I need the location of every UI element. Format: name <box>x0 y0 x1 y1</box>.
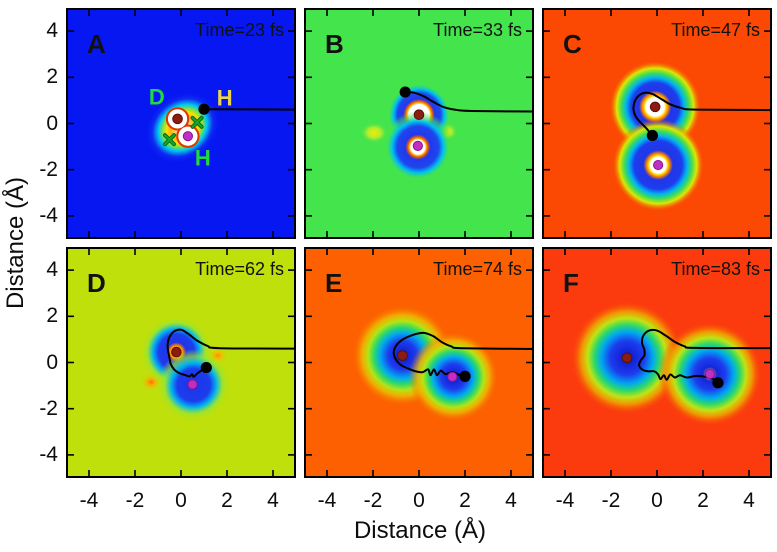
x-tick-label: 2 <box>697 489 709 512</box>
deuterium-nucleus-dot <box>397 350 408 361</box>
time-label: Time=47 fs <box>671 20 760 40</box>
proton-trajectory <box>638 328 772 383</box>
panel-letter: F <box>563 268 579 298</box>
panel-frame <box>66 247 296 478</box>
x-tick-label: -2 <box>363 489 383 512</box>
panel-frame <box>542 8 772 239</box>
y-tick-label: 2 <box>46 65 58 89</box>
y-axis-title: Distance (Å) <box>2 176 29 310</box>
panel-B: B Time=33 fs <box>304 8 534 239</box>
panel-frame <box>304 247 534 478</box>
hydrogen-nucleus-dot <box>182 131 194 142</box>
x-axis-title: Distance (Å) <box>353 517 487 544</box>
classical-proton-dot <box>399 86 411 98</box>
x-tick-label: 4 <box>743 489 755 512</box>
classical-proton-dot <box>198 103 210 115</box>
panel-D: D Time=62 fs <box>66 247 296 478</box>
x-tick-label: 4 <box>267 489 279 512</box>
x-tick-label: -4 <box>317 489 337 512</box>
x-tick-label: 2 <box>221 489 233 512</box>
tick-marks <box>305 248 533 477</box>
deuterium-nucleus-dot <box>649 101 661 113</box>
y-tick-label: 0 <box>46 350 58 374</box>
deuterium-nucleus-dot <box>413 109 425 121</box>
tick-marks <box>305 9 533 238</box>
cross-marker <box>163 133 176 147</box>
hydrogen-nucleus-dot <box>412 140 423 152</box>
time-label: Time=83 fs <box>671 259 760 279</box>
x-tick-label: 0 <box>413 489 425 512</box>
y-tick-label: -2 <box>39 157 58 181</box>
x-tick-label: 4 <box>505 489 517 512</box>
x-tick-label: 2 <box>459 489 471 512</box>
tick-marks <box>543 9 771 238</box>
classical-proton-dot <box>459 370 471 382</box>
proton-trajectory <box>405 91 534 113</box>
panel-frame <box>542 247 772 478</box>
y-tick-label: 2 <box>46 304 58 328</box>
density-blob <box>360 122 388 144</box>
deuterium-nucleus-dot <box>621 352 633 364</box>
y-tick-label: -2 <box>39 396 58 420</box>
panel-letter: A <box>87 29 106 59</box>
deuterium-nucleus-dot <box>172 113 183 125</box>
panel-letter: B <box>325 29 344 59</box>
panel-letter: E <box>325 268 342 298</box>
cross-marker <box>190 115 204 129</box>
panel-letter: C <box>563 29 582 59</box>
classical-proton-dot <box>646 129 658 142</box>
proton-trajectory <box>392 331 534 377</box>
hydrogen-nucleus-dot <box>447 371 458 382</box>
hydrogen-nucleus-dot <box>704 368 715 380</box>
x-tick-label: -2 <box>601 489 621 512</box>
tick-marks <box>67 248 295 477</box>
hydrogen-nucleus-dot <box>653 159 664 171</box>
panel-E: E Time=74 fs <box>304 247 534 478</box>
y-tick-label: 4 <box>46 19 58 43</box>
classical-proton-dot <box>712 377 724 389</box>
time-label: Time=23 fs <box>195 20 284 40</box>
time-label: Time=62 fs <box>195 259 284 279</box>
atom-label-H: H <box>195 146 211 171</box>
y-tick-label: 0 <box>46 111 58 135</box>
x-tick-label: 0 <box>175 489 187 512</box>
atom-label-H: H <box>217 86 233 111</box>
hydrogen-nucleus-dot <box>187 379 198 390</box>
x-tick-label: -4 <box>555 489 575 512</box>
proton-trajectory <box>166 328 296 378</box>
x-tick-label: -4 <box>79 489 99 512</box>
y-tick-label: -4 <box>39 203 58 227</box>
panel-F: F Time=83 fs <box>542 247 772 478</box>
deuterium-nucleus-dot <box>171 346 182 358</box>
tick-marks <box>67 9 295 238</box>
panel-C: C Time=47 fs <box>542 8 772 239</box>
y-tick-label: 4 <box>46 258 58 282</box>
time-label: Time=74 fs <box>433 259 522 279</box>
atom-label-D: D <box>149 84 165 109</box>
panel-frame <box>66 8 296 239</box>
panel-letter: D <box>87 268 106 298</box>
panel-A: D H H A Time=23 fs <box>66 8 296 239</box>
panel-frame <box>304 8 534 239</box>
tick-marks <box>543 248 771 477</box>
classical-proton-dot <box>200 361 212 374</box>
y-tick-label: -4 <box>39 442 58 466</box>
x-tick-label: -2 <box>125 489 145 512</box>
time-label: Time=33 fs <box>433 20 522 40</box>
x-tick-label: 0 <box>651 489 663 512</box>
